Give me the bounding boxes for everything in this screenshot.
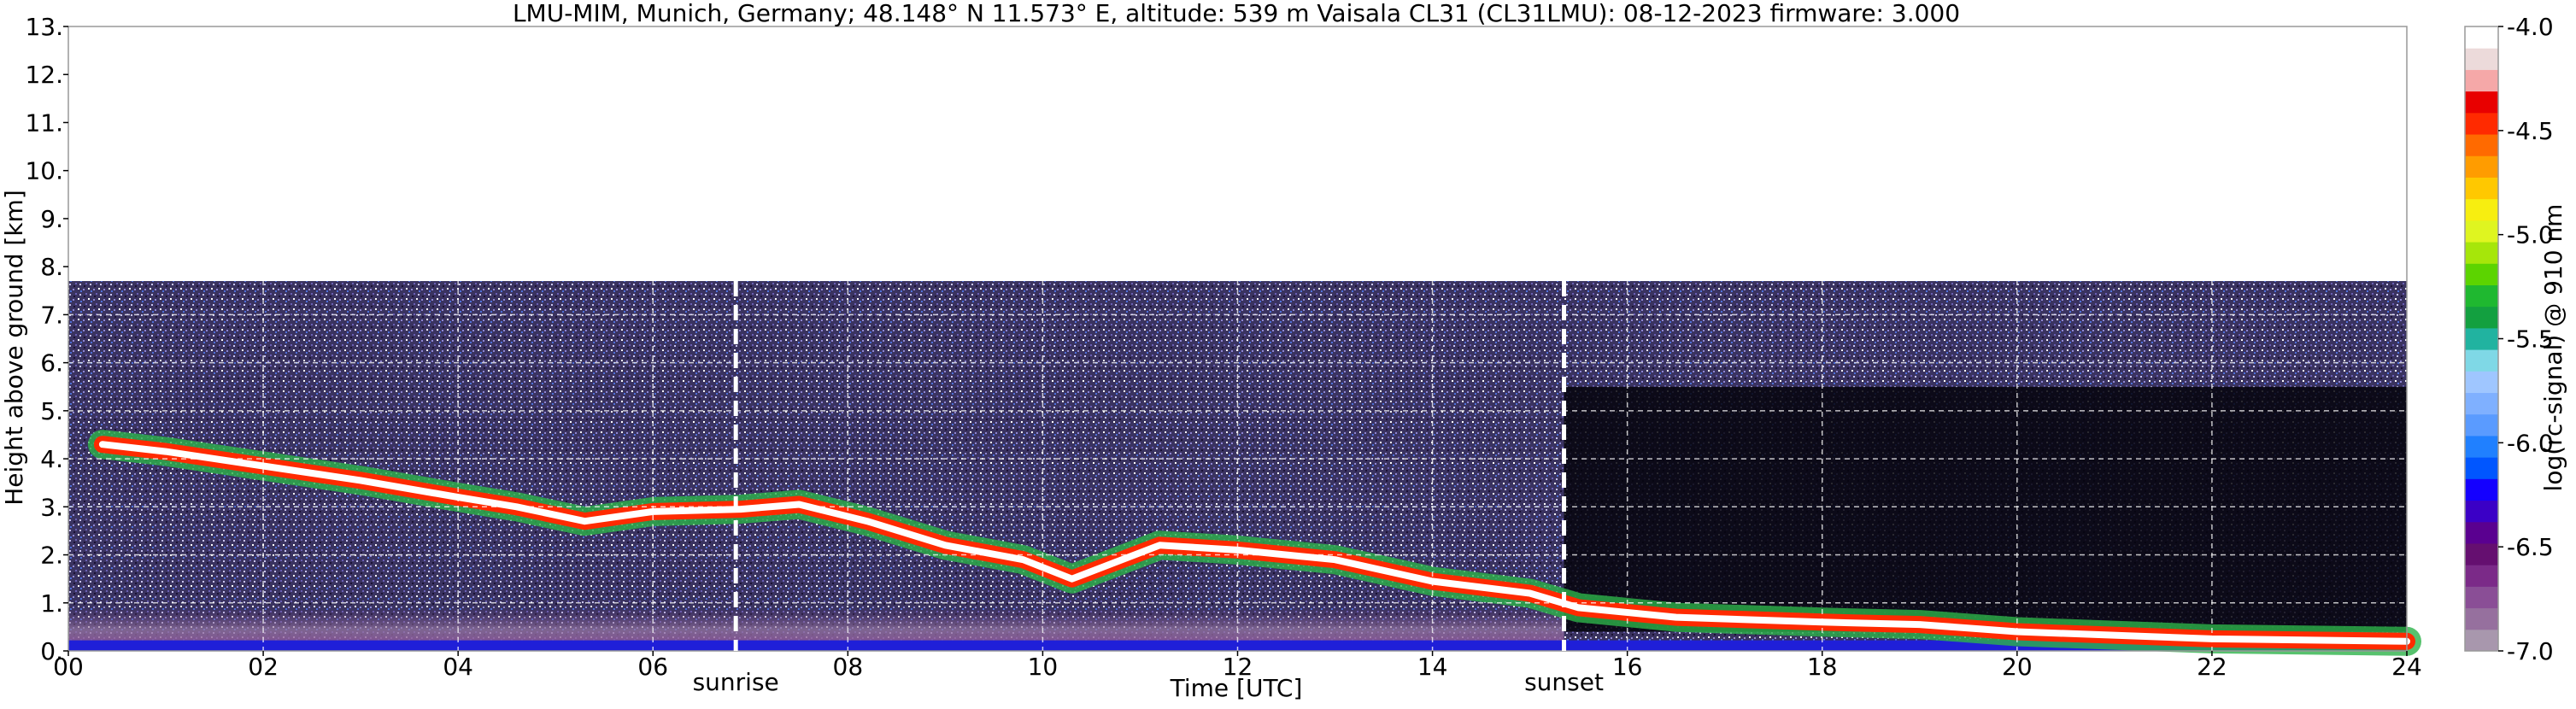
x-tick-label: 10 xyxy=(1028,653,1059,681)
y-tick-label: 11. xyxy=(25,108,63,137)
colorbar-segment xyxy=(2465,349,2498,372)
colorbar-segment xyxy=(2465,413,2498,437)
colorbar-tick-label: -7.0 xyxy=(2507,637,2554,665)
y-axis-label: Height above ground [km] xyxy=(0,190,28,506)
x-axis-ticks: 00 02 04 06 08 10 12 14 16 18 20 22 24 xyxy=(53,651,2422,681)
colorbar-segment xyxy=(2465,565,2498,587)
x-tick-label: 20 xyxy=(2002,653,2033,681)
colorbar-segment xyxy=(2465,91,2498,114)
colorbar-segment xyxy=(2465,542,2498,565)
colorbar-segment xyxy=(2465,198,2498,221)
colorbar-segment xyxy=(2465,155,2498,178)
colorbar-tick-label: -6.5 xyxy=(2507,533,2554,561)
colorbar-segment xyxy=(2465,263,2498,285)
x-tick-label: 24 xyxy=(2391,653,2422,681)
y-tick-label: 12. xyxy=(25,61,63,89)
y-tick-label: 0. xyxy=(40,637,63,665)
colorbar-segment xyxy=(2465,26,2498,49)
plot-area xyxy=(67,26,2421,656)
y-tick-label: 9. xyxy=(40,205,63,233)
colorbar-tick-label: -4.5 xyxy=(2507,117,2554,145)
sunrise-label: sunrise xyxy=(693,668,779,696)
y-tick-label: 10. xyxy=(25,157,63,185)
y-tick-label: 8. xyxy=(40,253,63,281)
colorbar-segment xyxy=(2465,457,2498,479)
y-tick-label: 6. xyxy=(40,349,63,378)
colorbar-tick-label: -6.0 xyxy=(2507,429,2554,457)
x-tick-label: 00 xyxy=(53,653,84,681)
colorbar-tick-label: -5.0 xyxy=(2507,221,2554,249)
colorbar-segment xyxy=(2465,177,2498,200)
colorbar-segment xyxy=(2465,220,2498,243)
sunset-label: sunset xyxy=(1524,668,1604,696)
x-tick-label: 08 xyxy=(833,653,864,681)
sun-annotations: sunrise sunset xyxy=(693,281,1604,696)
colorbar-segment xyxy=(2465,134,2498,156)
y-tick-label: 13. xyxy=(25,13,63,41)
x-tick-label: 12 xyxy=(1223,653,1253,681)
x-axis-label: Time [UTC] xyxy=(1170,674,1303,702)
x-tick-label: 18 xyxy=(1807,653,1838,681)
chart-title: LMU-MIM, Munich, Germany; 48.148° N 11.5… xyxy=(513,0,1960,27)
x-tick-label: 02 xyxy=(248,653,279,681)
colorbar-label: log(rc-signal) @ 910 nm xyxy=(2539,204,2567,492)
x-tick-label: 04 xyxy=(443,653,473,681)
y-tick-label: 5. xyxy=(40,397,63,425)
colorbar-segment xyxy=(2465,371,2498,394)
colorbar-segment xyxy=(2465,629,2498,652)
colorbar-segment xyxy=(2465,478,2498,501)
colorbar-tick-label: -5.5 xyxy=(2507,325,2554,354)
colorbar-segment xyxy=(2465,242,2498,264)
cloud-layer-core xyxy=(98,441,2410,645)
colorbar-segment xyxy=(2465,69,2498,92)
colorbar-segment xyxy=(2465,48,2498,70)
colorbar-segment xyxy=(2465,500,2498,523)
colorbar-segment xyxy=(2465,607,2498,630)
y-tick-label: 3. xyxy=(40,493,63,521)
colorbar-segment xyxy=(2465,521,2498,544)
x-tick-label: 06 xyxy=(637,653,668,681)
y-tick-label: 4. xyxy=(40,445,63,473)
x-tick-label: 14 xyxy=(1417,653,1448,681)
y-tick-label: 1. xyxy=(40,589,63,618)
colorbar-segment xyxy=(2465,284,2498,308)
x-tick-label: 22 xyxy=(2197,653,2227,681)
y-tick-label: 7. xyxy=(40,301,63,329)
colorbar-segment xyxy=(2465,392,2498,415)
colorbar-tick-label: -4.0 xyxy=(2507,13,2554,41)
colorbar-segment xyxy=(2465,327,2498,350)
y-tick-label: 2. xyxy=(40,542,63,570)
x-tick-label: 16 xyxy=(1612,653,1643,681)
colorbar: -7.0 -6.5 -6.0 -5.5 -5.0 -4.5 -4.0 xyxy=(2464,13,2554,665)
colorbar-segment xyxy=(2465,435,2498,458)
y-axis-ticks: 0. 1. 2. 3. 4. 5. 6. 7. 8. 9. 10. 11. 12. 13. xyxy=(25,13,68,665)
quiet-region xyxy=(1564,386,2407,632)
colorbar-segment xyxy=(2465,112,2498,135)
colorbar-segment xyxy=(2465,586,2498,609)
colorbar-segment xyxy=(2465,306,2498,329)
